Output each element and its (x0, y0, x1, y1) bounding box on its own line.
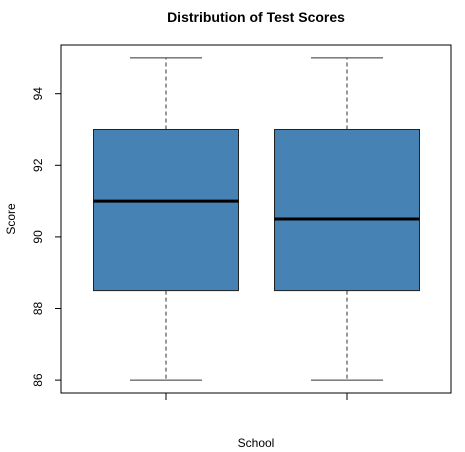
box-iqr (93, 128, 239, 292)
y-tick-label: 94 (31, 87, 45, 101)
y-tick-label: 86 (31, 373, 45, 387)
y-tick-label: 88 (31, 302, 45, 316)
plot-frame (60, 44, 452, 394)
chart-title: Distribution of Test Scores (167, 9, 345, 25)
y-tick-label: 90 (31, 230, 45, 244)
x-axis (165, 393, 348, 400)
y-tick-label: 92 (31, 158, 45, 172)
x-axis-label: School (238, 436, 275, 450)
box-group (93, 57, 239, 381)
box-series (93, 57, 420, 381)
box-iqr (274, 128, 420, 292)
y-axis: 86 88 90 92 94 (31, 87, 61, 387)
box-group (274, 57, 420, 381)
y-axis-label: Score (4, 203, 18, 235)
